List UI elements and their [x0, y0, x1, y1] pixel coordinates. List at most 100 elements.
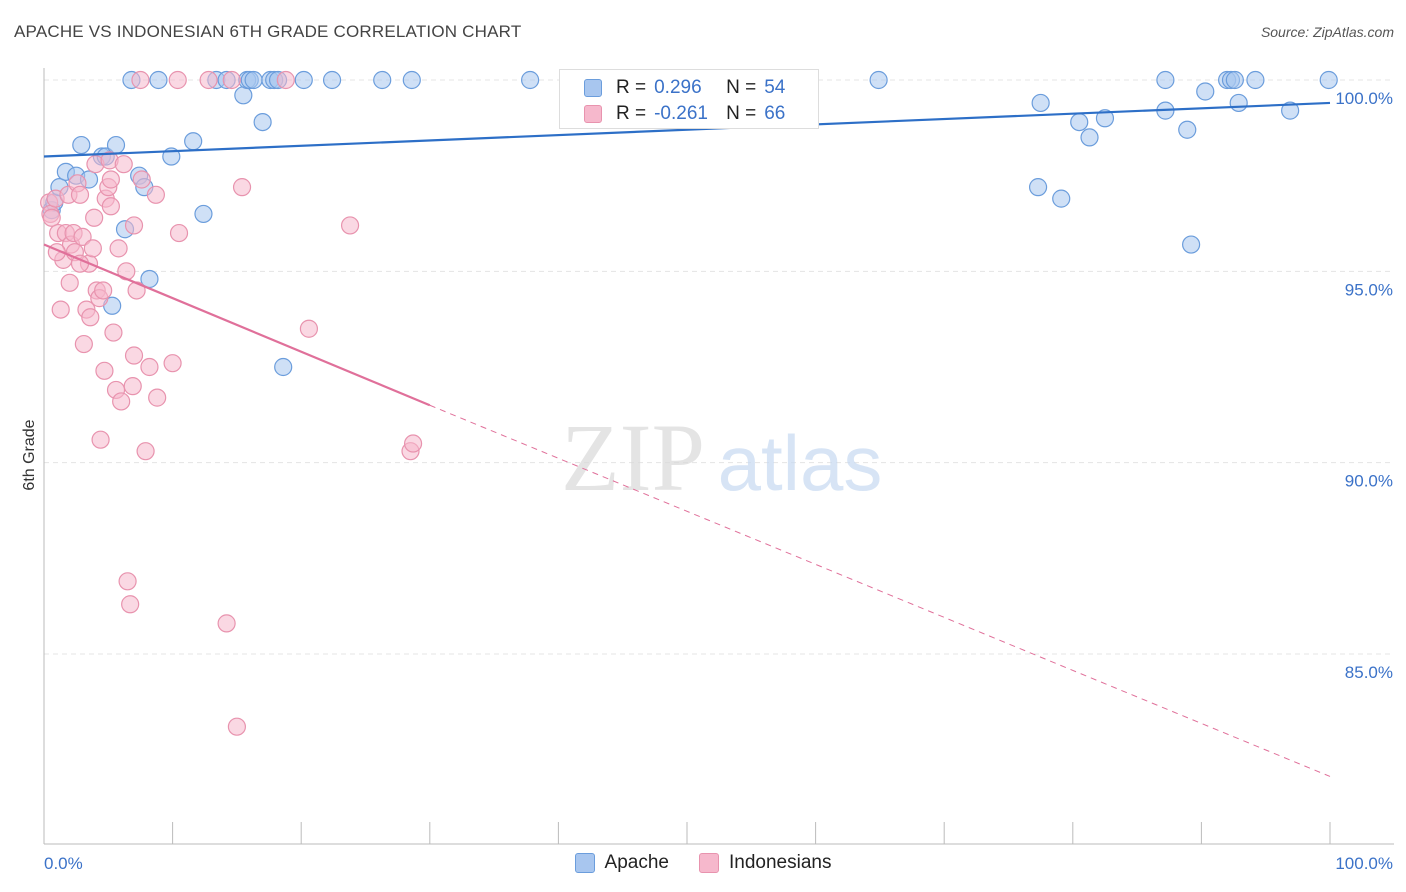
indonesians-point	[60, 273, 79, 292]
indonesians-point	[85, 208, 104, 227]
series-legend: Apache Indonesians	[0, 852, 1406, 874]
indonesians-point	[299, 319, 319, 338]
indonesians-point	[132, 170, 151, 189]
apache-point	[373, 70, 392, 90]
indonesians-trend-line	[429, 404, 1331, 777]
correlation-legend: R = 0.296 N = 54 R = -0.261 N = 66	[559, 69, 819, 129]
legend-item-indonesians[interactable]: Indonesians	[698, 852, 832, 874]
r-value: -0.261	[654, 103, 708, 124]
indonesians-point	[232, 178, 252, 197]
y-tick-label: 85.0%	[1345, 663, 1393, 682]
indonesians-point	[101, 170, 120, 189]
indonesians-point	[199, 70, 218, 90]
apache-point	[869, 70, 888, 90]
indonesians-swatch	[584, 105, 602, 123]
indonesians-point	[123, 377, 142, 396]
y-tick-label: 90.0%	[1345, 472, 1393, 491]
apache-trend-line	[43, 101, 1331, 158]
y-tick-label: 100.0%	[1335, 89, 1393, 108]
indonesians-point	[131, 70, 150, 90]
indonesians-trend-line	[43, 243, 431, 407]
n-value: 54	[764, 77, 786, 98]
apache-point	[1178, 120, 1197, 139]
indonesians-point	[403, 434, 423, 453]
indonesians-point	[70, 185, 90, 204]
apache-point	[322, 70, 342, 90]
apache-swatch	[574, 853, 595, 873]
apache-point	[1095, 109, 1115, 128]
apache-point	[244, 70, 263, 90]
indonesians-point	[169, 223, 189, 243]
axes	[43, 68, 1394, 845]
legend-label-apache: Apache	[604, 852, 669, 873]
n-value: 66	[764, 103, 786, 124]
indonesians-point	[73, 227, 92, 246]
legend-label-indonesians: Indonesians	[728, 852, 832, 873]
x-tick-label-left: 0.0%	[44, 854, 83, 873]
legend-row-indonesians: R = -0.261 N = 66	[584, 102, 785, 126]
indonesians-point	[109, 239, 128, 258]
watermark-atlas: atlas	[718, 419, 883, 507]
apache-point	[1246, 70, 1265, 90]
indonesians-point	[217, 614, 236, 633]
legend-item-apache[interactable]: Apache	[574, 852, 669, 874]
apache-point	[294, 70, 313, 90]
x-tick-label-right: 100.0%	[1335, 854, 1393, 873]
tick-labels: 100.0% 95.0% 90.0% 85.0% 0.0% 100.0%	[44, 89, 1393, 873]
watermark-zip: ZIP	[561, 404, 705, 511]
legend-row-apache: R = 0.296 N = 54	[584, 76, 785, 100]
indonesians-point	[112, 392, 131, 411]
data-points	[40, 70, 1338, 736]
r-label: R =	[616, 103, 647, 124]
indonesians-point	[148, 388, 167, 407]
apache-point	[1052, 189, 1071, 208]
indonesians-point	[42, 208, 61, 227]
indonesians-point	[95, 361, 114, 380]
apache-point	[521, 70, 540, 90]
apache-point	[149, 70, 168, 90]
indonesians-point	[118, 572, 137, 591]
indonesians-point	[83, 239, 102, 258]
indonesians-point	[124, 346, 144, 365]
apache-point	[1281, 101, 1300, 120]
apache-point	[194, 204, 213, 224]
r-label: R =	[616, 77, 647, 98]
apache-point	[106, 135, 126, 155]
source-label: Source: ZipAtlas.com	[1260, 24, 1394, 40]
chart-title: APACHE VS INDONESIAN 6TH GRADE CORRELATI…	[14, 22, 522, 41]
n-label: N =	[726, 103, 757, 124]
apache-point	[1070, 112, 1089, 132]
grid-lines	[44, 79, 1394, 655]
apache-point	[1196, 82, 1215, 101]
indonesians-point	[227, 717, 246, 736]
apache-point	[1028, 178, 1048, 197]
indonesians-point	[140, 357, 159, 377]
indonesians-point	[81, 308, 100, 327]
apache-point	[1156, 70, 1175, 90]
apache-point	[274, 357, 293, 377]
indonesians-point	[222, 70, 241, 90]
apache-point	[402, 70, 421, 90]
apache-point	[1229, 93, 1248, 113]
apache-point	[1080, 128, 1099, 147]
y-tick-label: 95.0%	[1345, 280, 1393, 299]
indonesians-point	[121, 595, 140, 614]
indonesians-point	[168, 70, 187, 90]
apache-point	[1225, 70, 1244, 90]
indonesians-point	[276, 70, 295, 90]
indonesians-point	[104, 323, 123, 342]
indonesians-point	[114, 155, 133, 174]
apache-point	[234, 86, 253, 105]
indonesians-point	[146, 185, 165, 204]
indonesians-point	[340, 216, 360, 235]
apache-point	[72, 135, 91, 155]
indonesians-point	[94, 281, 113, 300]
indonesians-point	[124, 216, 144, 235]
trend-lines	[43, 101, 1331, 777]
apache-point	[184, 132, 203, 151]
apache-point	[1182, 235, 1201, 254]
indonesians-point	[101, 197, 120, 216]
indonesians-point	[51, 300, 70, 319]
r-value: 0.296	[654, 77, 702, 98]
